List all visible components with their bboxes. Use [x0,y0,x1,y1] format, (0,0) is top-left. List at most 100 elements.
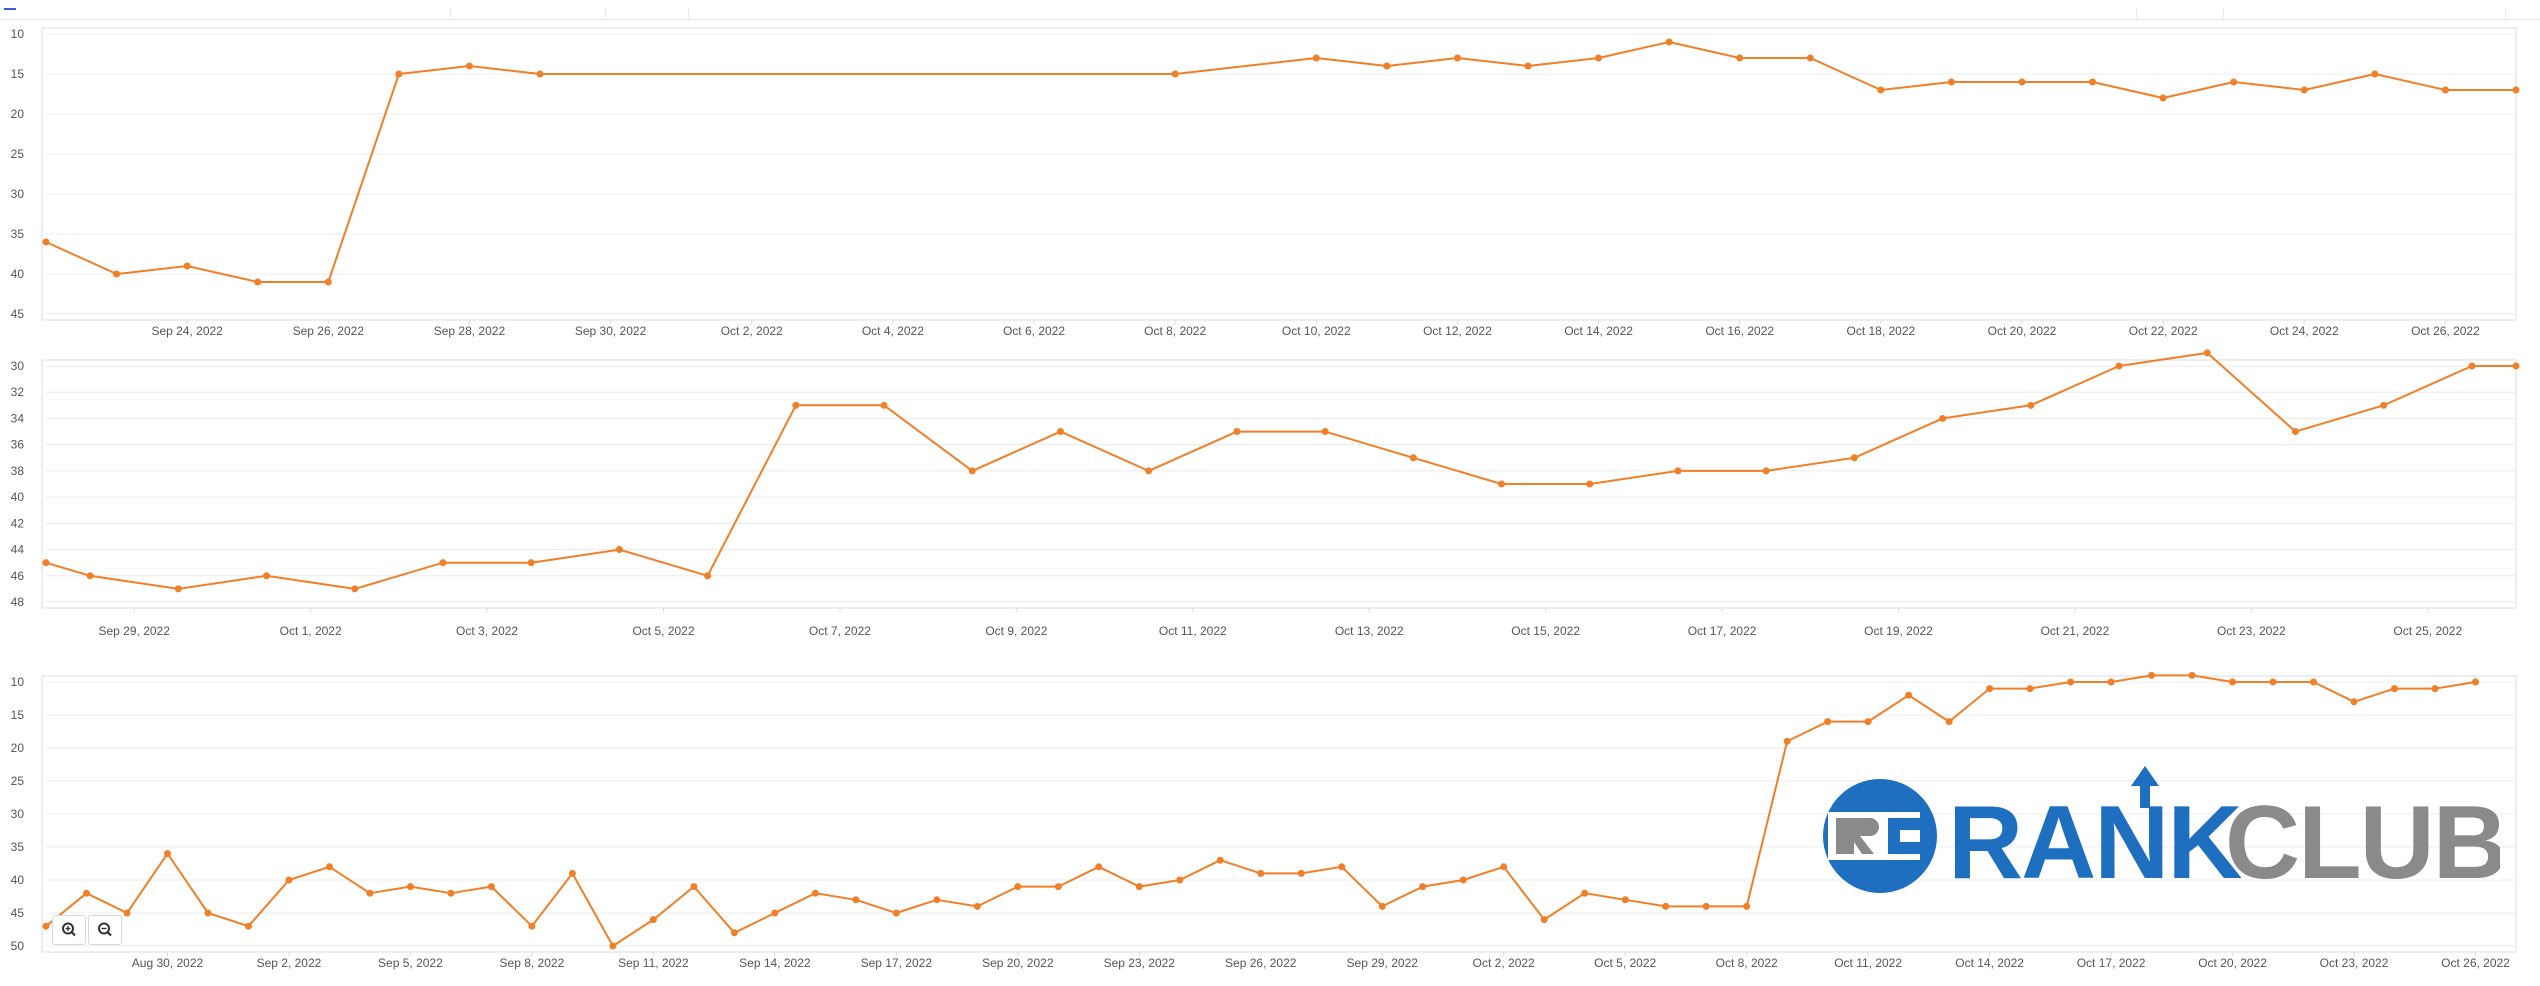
data-point[interactable] [174,585,182,593]
data-point[interactable] [183,262,191,270]
data-point[interactable] [263,572,271,580]
data-point[interactable] [1453,54,1461,62]
data-point[interactable] [324,278,332,286]
data-point[interactable] [254,278,262,286]
data-point[interactable] [2203,349,2211,357]
data-point[interactable] [325,863,333,871]
data-point[interactable] [1736,54,1744,62]
data-point[interactable] [1459,876,1467,884]
data-point[interactable] [2027,401,2035,409]
data-point[interactable] [1877,86,1885,94]
data-point[interactable] [1595,54,1603,62]
data-point[interactable] [1216,856,1224,864]
data-point[interactable] [1297,869,1305,877]
data-point[interactable] [1581,889,1589,897]
data-point[interactable] [609,942,617,950]
data-point[interactable] [1665,38,1673,46]
zoom-in-button[interactable] [52,915,86,945]
data-point[interactable] [2468,362,2476,370]
data-point[interactable] [366,889,374,897]
data-point[interactable] [527,559,535,567]
data-point[interactable] [690,883,698,891]
data-point[interactable] [406,883,414,891]
data-point[interactable] [968,467,976,475]
data-point[interactable] [2018,78,2026,86]
data-point[interactable] [528,922,536,930]
data-point[interactable] [1135,883,1143,891]
data-point[interactable] [1662,902,1670,910]
data-point[interactable] [2159,94,2167,102]
rank-chart-1[interactable]: 10 15 20 25 30 35 40 45 Sep 24, 2022 Sep 26, 2022… [0,20,2540,342]
data-point[interactable] [86,572,94,580]
data-point[interactable] [2188,671,2196,679]
data-point[interactable] [1498,480,1506,488]
data-point[interactable] [1145,467,1153,475]
data-point[interactable] [244,922,252,930]
data-point[interactable] [1338,863,1346,871]
data-point[interactable] [1257,869,1265,877]
data-point[interactable] [1176,876,1184,884]
data-point[interactable] [42,922,50,930]
data-point[interactable] [933,896,941,904]
data-point[interactable] [649,916,657,924]
data-point[interactable] [2512,362,2520,370]
data-point[interactable] [163,850,171,858]
data-point[interactable] [2512,86,2520,94]
data-point[interactable] [2380,401,2388,409]
data-point[interactable] [1905,691,1913,699]
data-point[interactable] [395,70,403,78]
data-point[interactable] [771,909,779,917]
data-point[interactable] [1378,902,1386,910]
data-point[interactable] [1702,902,1710,910]
data-point[interactable] [1939,414,1947,422]
data-point[interactable] [1947,78,1955,86]
rank-chart-3[interactable]: 10 15 20 25 30 35 40 45 50 Aug 30, 2022 Sep 2, 202… [0,648,2540,984]
data-point[interactable] [2300,86,2308,94]
data-point[interactable] [2107,678,2115,686]
data-point[interactable] [2472,678,2480,686]
data-point[interactable] [204,909,212,917]
data-point[interactable] [2269,678,2277,686]
data-point[interactable] [1054,883,1062,891]
data-point[interactable] [1540,916,1548,924]
data-point[interactable] [1824,718,1832,726]
data-point[interactable] [1806,54,1814,62]
data-point[interactable] [2291,428,2299,436]
data-point[interactable] [1850,454,1858,462]
data-point[interactable] [1586,480,1594,488]
data-point[interactable] [42,559,50,567]
data-point[interactable] [2310,678,2318,686]
data-point[interactable] [42,238,50,246]
data-point[interactable] [2229,678,2237,686]
data-point[interactable] [2441,86,2449,94]
data-point[interactable] [2089,78,2097,86]
data-point[interactable] [1986,685,1994,693]
data-point[interactable] [1171,70,1179,78]
data-point[interactable] [465,62,473,70]
rank-chart-2[interactable]: 30 32 34 36 38 40 42 44 46 48 Sep 29, 2022 Oct 1, 2… [0,344,2540,646]
data-point[interactable] [1762,467,1770,475]
data-point[interactable] [285,876,293,884]
data-point[interactable] [1674,467,1682,475]
data-point[interactable] [1409,454,1417,462]
data-point[interactable] [351,585,359,593]
data-point[interactable] [2431,685,2439,693]
data-point[interactable] [1500,863,1508,871]
data-point[interactable] [1945,718,1953,726]
data-point[interactable] [2026,685,2034,693]
data-point[interactable] [2371,70,2379,78]
data-point[interactable] [2115,362,2123,370]
data-point[interactable] [1095,863,1103,871]
data-point[interactable] [1864,718,1872,726]
data-point[interactable] [2350,698,2358,706]
data-point[interactable] [1383,62,1391,70]
active-tab-indicator[interactable] [4,8,16,10]
data-point[interactable] [973,902,981,910]
data-point[interactable] [892,909,900,917]
data-point[interactable] [113,270,121,278]
data-point[interactable] [1014,883,1022,891]
data-point[interactable] [2148,671,2156,679]
data-point[interactable] [82,889,90,897]
data-point[interactable] [536,70,544,78]
data-point[interactable] [1312,54,1320,62]
